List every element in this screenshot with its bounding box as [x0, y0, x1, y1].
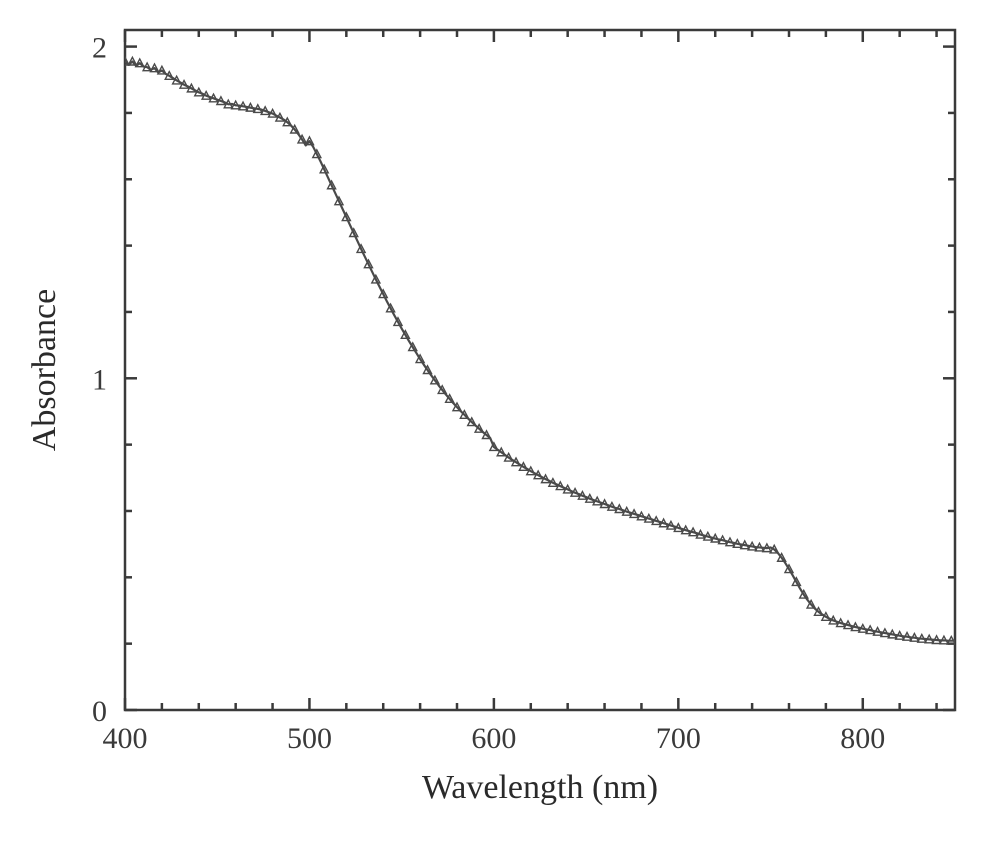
x-tick-label: 400: [103, 722, 148, 755]
y-tick-label: 1: [92, 363, 107, 396]
x-tick-label: 600: [471, 722, 516, 755]
x-tick-label: 700: [656, 722, 701, 755]
chart-svg: 400 500 600 700 800 Wavelength (nm) 0 1 2 Absorba…: [0, 0, 1000, 848]
absorbance-chart: 400 500 600 700 800 Wavelength (nm) 0 1 2 Absorba…: [0, 0, 1000, 848]
x-axis-label: Wavelength (nm): [422, 769, 658, 806]
x-tick-label: 500: [287, 722, 332, 755]
y-tick-label: 2: [92, 32, 107, 65]
x-tick-label: 800: [840, 722, 885, 755]
y-axis-label: Absorbance: [26, 289, 63, 451]
y-tick-label: 0: [92, 695, 107, 728]
